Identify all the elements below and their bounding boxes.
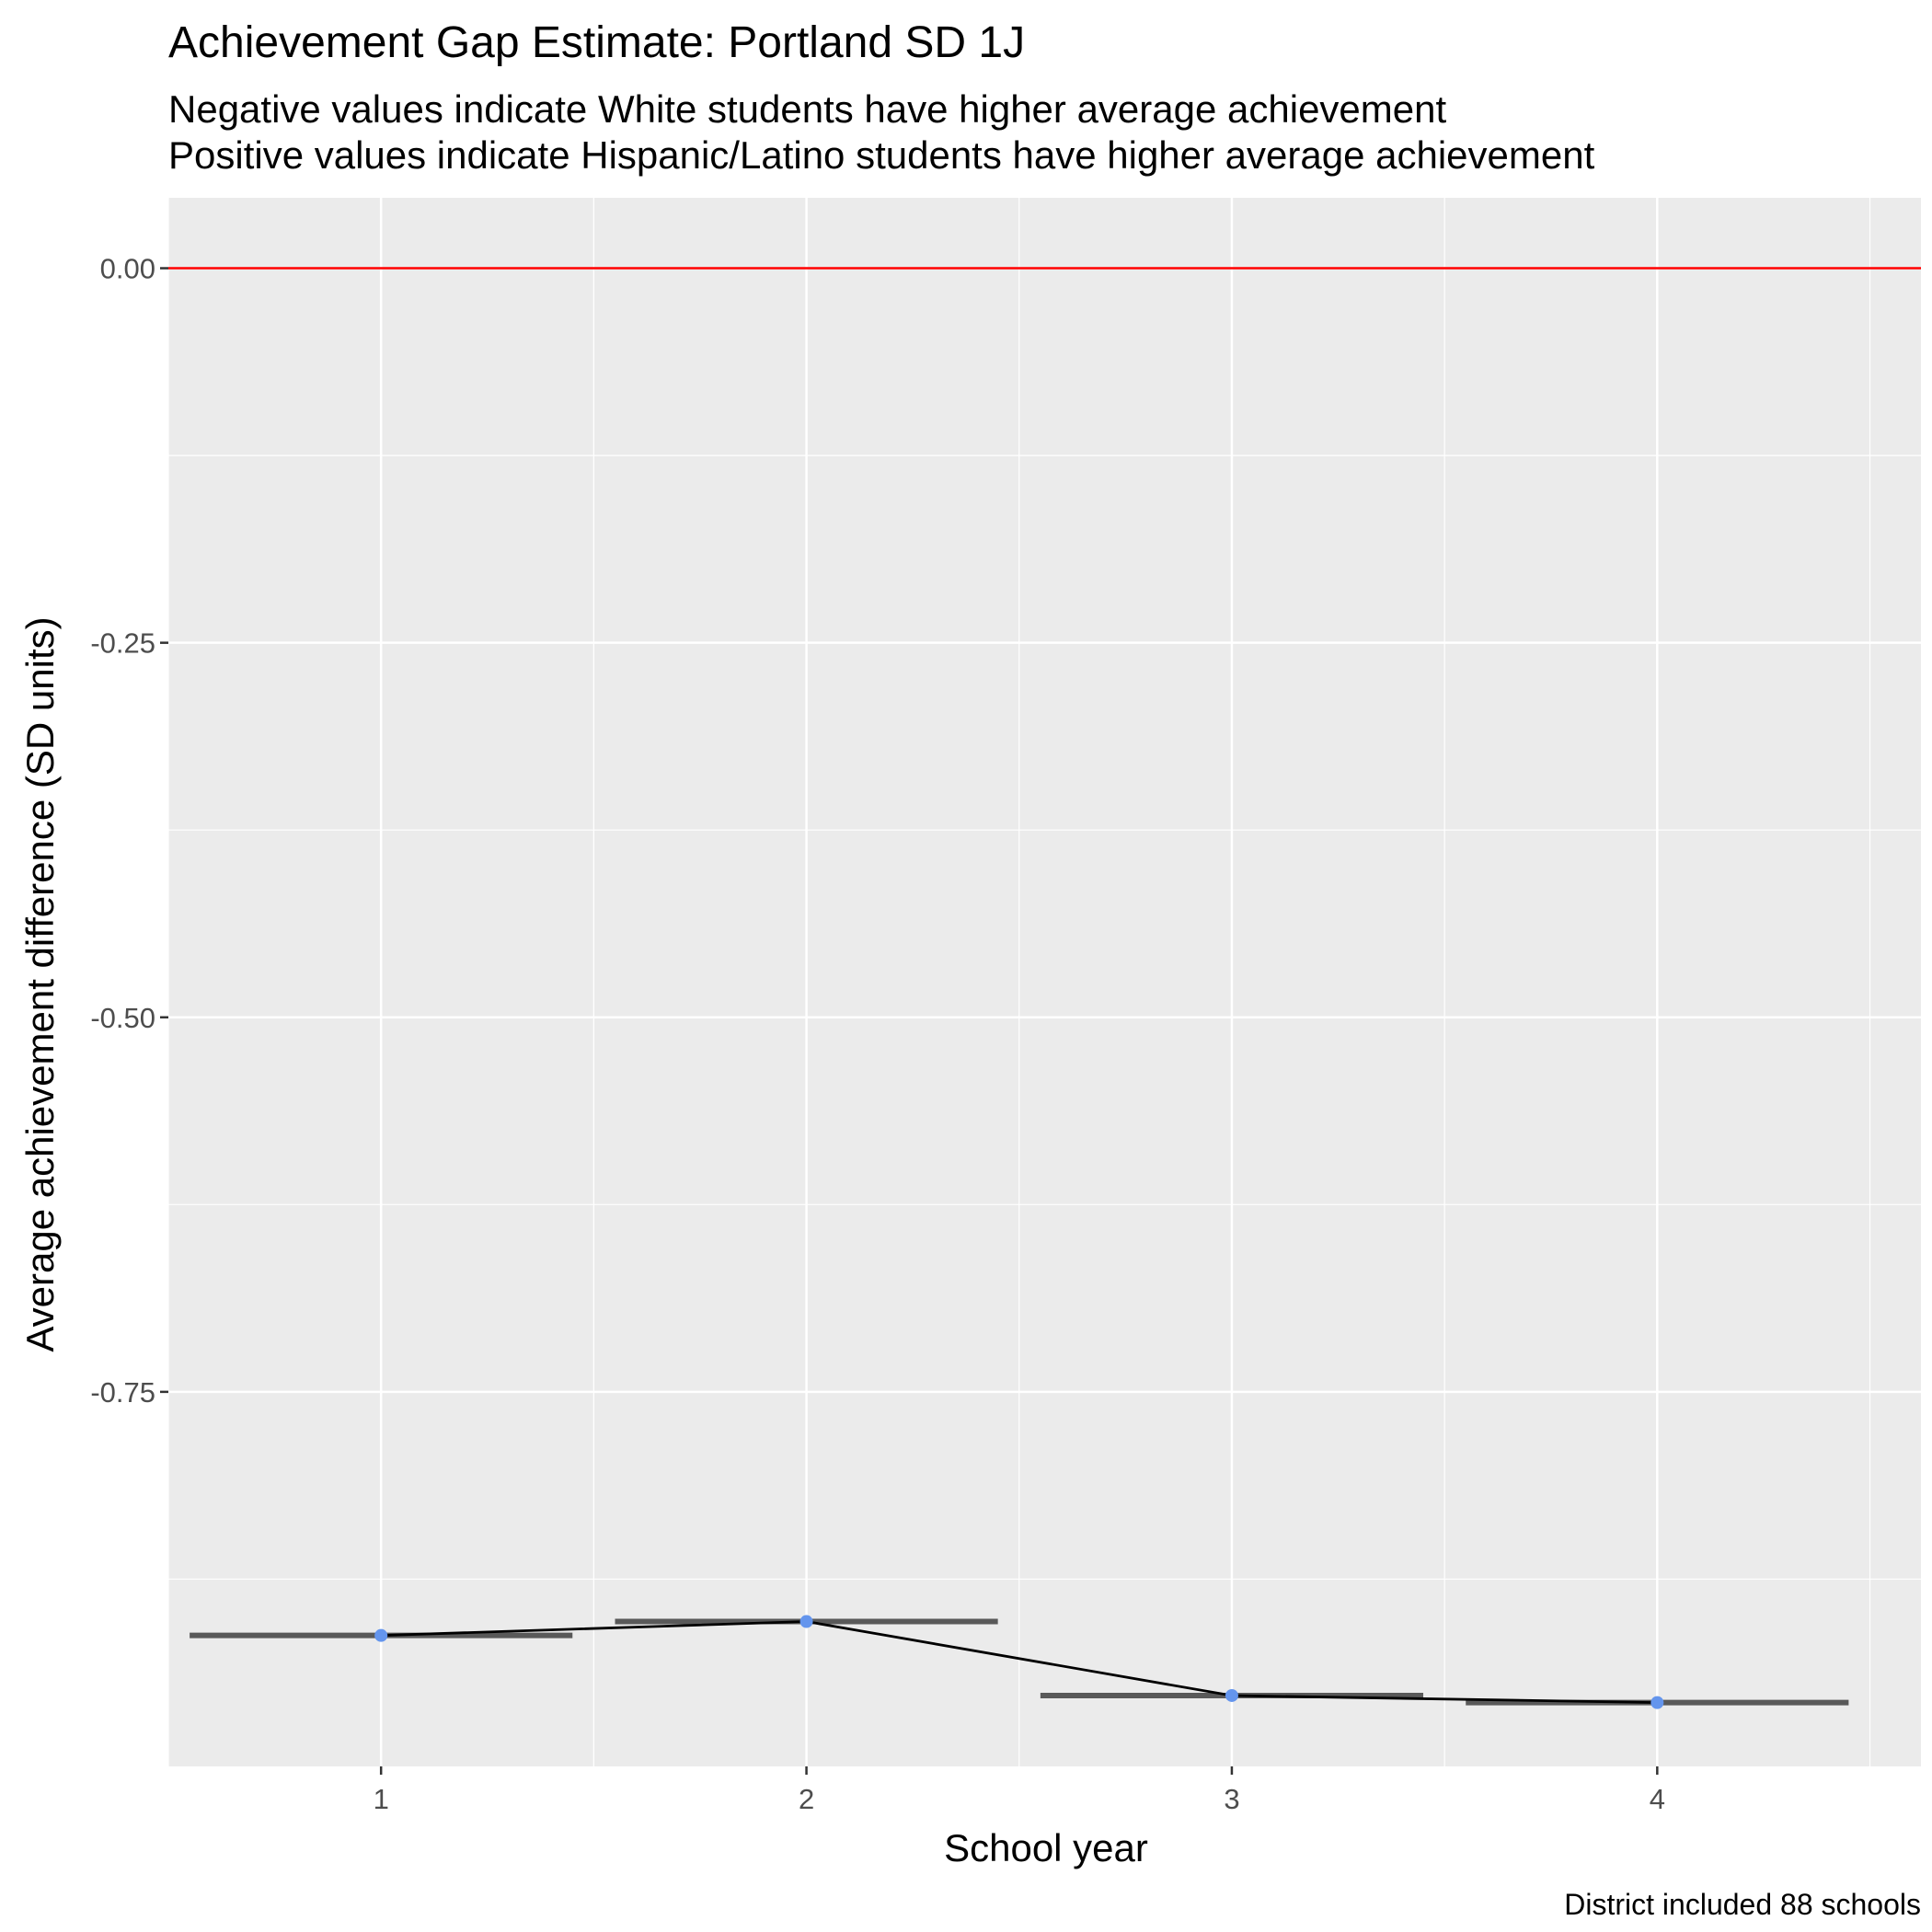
data-points — [374, 1615, 1664, 1709]
chart-subtitle-line-1: Negative values indicate White students … — [168, 87, 1446, 131]
x-tick-label: 3 — [1224, 1783, 1239, 1815]
x-tick-label: 4 — [1650, 1783, 1665, 1815]
x-tick-label: 2 — [799, 1783, 814, 1815]
y-tick-label: -0.50 — [90, 1002, 155, 1034]
data-point — [1650, 1696, 1664, 1709]
series-line — [381, 1620, 1658, 1704]
x-axis: 1 2 3 4 — [374, 1766, 1665, 1815]
grid-minor — [167, 198, 1921, 1766]
data-point — [799, 1615, 813, 1628]
x-axis-title: School year — [944, 1826, 1148, 1869]
plot-panel — [168, 198, 1921, 1766]
y-tick-label: -0.75 — [90, 1376, 155, 1409]
y-tick-label: 0.00 — [100, 253, 155, 285]
chart-title: Achievement Gap Estimate: Portland SD 1J — [168, 18, 1025, 67]
y-axis-title: Average achievement difference (SD units… — [18, 616, 62, 1351]
data-point — [1225, 1688, 1238, 1702]
y-tick-label: -0.25 — [90, 627, 155, 660]
x-tick-label: 1 — [374, 1783, 389, 1815]
chart-caption: District included 88 schools — [1564, 1888, 1921, 1921]
chart-subtitle-line-2: Positive values indicate Hispanic/Latino… — [168, 133, 1595, 177]
data-point — [374, 1628, 388, 1642]
y-axis: 0.00 -0.25 -0.50 -0.75 — [90, 253, 168, 1409]
